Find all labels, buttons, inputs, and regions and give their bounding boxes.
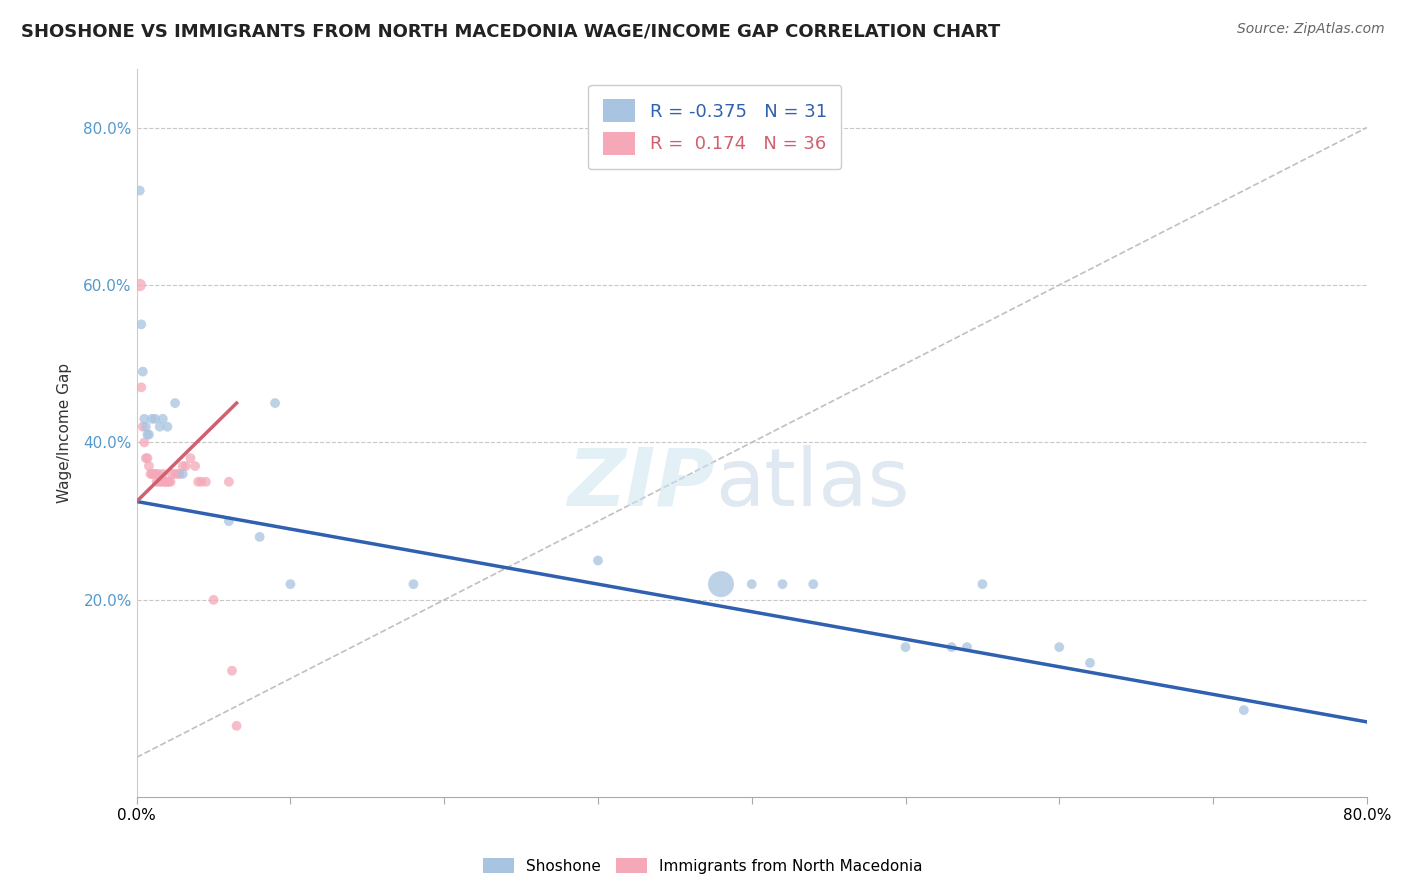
Point: [165, 467, 187, 481]
Point: [202, 593, 225, 607]
Point: [218, 475, 240, 489]
Point: [1233, 703, 1256, 717]
Legend: Shoshone, Immigrants from North Macedonia: Shoshone, Immigrants from North Macedoni…: [477, 852, 929, 880]
Point: [156, 475, 179, 489]
Point: [152, 467, 174, 481]
Point: [138, 458, 160, 473]
Point: [1078, 656, 1101, 670]
Point: [148, 467, 170, 481]
Point: [135, 451, 157, 466]
Point: [167, 467, 190, 481]
Point: [801, 577, 824, 591]
Point: [249, 530, 271, 544]
Point: [741, 577, 763, 591]
Point: [153, 475, 176, 489]
Point: [129, 318, 152, 332]
Point: [174, 458, 197, 473]
Point: [129, 380, 152, 394]
Point: [280, 577, 302, 591]
Point: [128, 278, 150, 293]
Point: [165, 396, 187, 410]
Point: [160, 467, 183, 481]
Point: [155, 475, 177, 489]
Point: [132, 365, 155, 379]
Point: [142, 467, 165, 481]
Point: [139, 467, 162, 481]
Point: [221, 664, 243, 678]
Point: [225, 719, 247, 733]
Point: [586, 553, 609, 567]
Point: [169, 467, 191, 481]
Point: [134, 435, 156, 450]
Text: SHOSHONE VS IMMIGRANTS FROM NORTH MACEDONIA WAGE/INCOME GAP CORRELATION CHART: SHOSHONE VS IMMIGRANTS FROM NORTH MACEDO…: [21, 22, 1000, 40]
Point: [135, 419, 157, 434]
Point: [159, 475, 181, 489]
Point: [141, 467, 163, 481]
Point: [138, 427, 160, 442]
Point: [132, 419, 155, 434]
Point: [179, 451, 201, 466]
Point: [145, 475, 167, 489]
Point: [772, 577, 794, 591]
Point: [172, 458, 194, 473]
Point: [264, 396, 287, 410]
Point: [941, 640, 963, 654]
Point: [956, 640, 979, 654]
Point: [194, 475, 217, 489]
Point: [136, 451, 159, 466]
Point: [1047, 640, 1070, 654]
Point: [143, 467, 166, 481]
Point: [402, 577, 425, 591]
Point: [156, 419, 179, 434]
Text: ZIP: ZIP: [568, 444, 714, 523]
Point: [136, 427, 159, 442]
Point: [218, 514, 240, 528]
Point: [157, 475, 180, 489]
Point: [134, 412, 156, 426]
Point: [128, 184, 150, 198]
Point: [184, 458, 207, 473]
Point: [894, 640, 917, 654]
Text: Source: ZipAtlas.com: Source: ZipAtlas.com: [1237, 22, 1385, 37]
Point: [150, 475, 173, 489]
Point: [141, 412, 163, 426]
Point: [149, 475, 172, 489]
Point: [143, 412, 166, 426]
Point: [152, 412, 174, 426]
Point: [972, 577, 994, 591]
Point: [172, 467, 194, 481]
Y-axis label: Wage/Income Gap: Wage/Income Gap: [58, 362, 72, 503]
Point: [710, 577, 733, 591]
Legend: R = -0.375   N = 31, R =  0.174   N = 36: R = -0.375 N = 31, R = 0.174 N = 36: [588, 85, 841, 169]
Point: [190, 475, 212, 489]
Point: [149, 419, 172, 434]
Text: atlas: atlas: [714, 444, 910, 523]
Point: [187, 475, 209, 489]
